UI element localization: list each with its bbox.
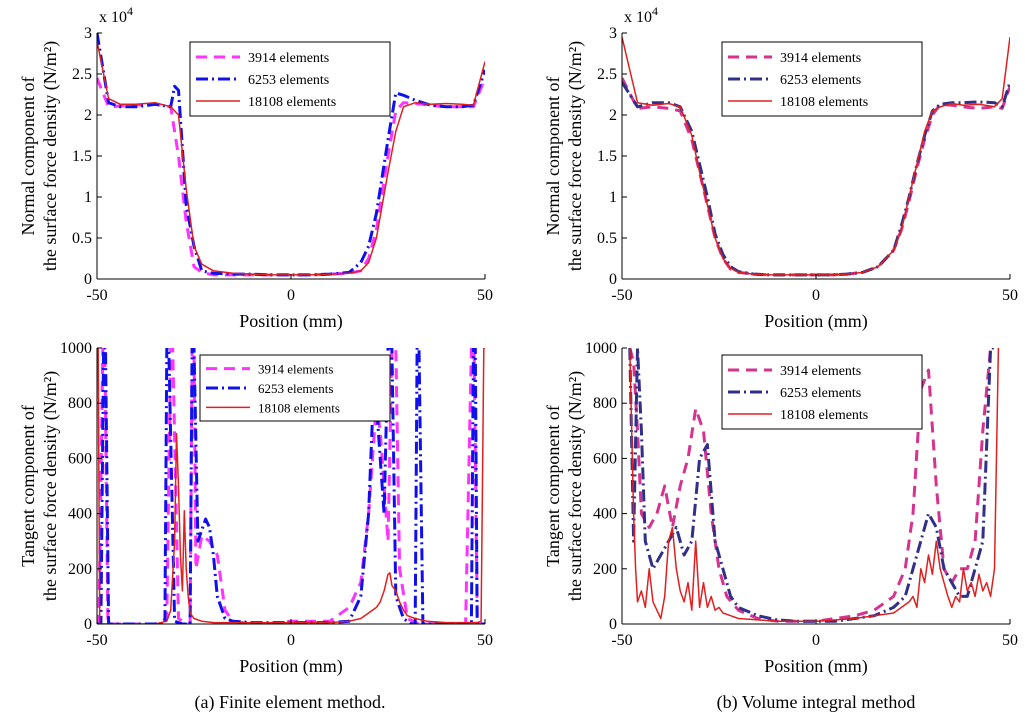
series-group bbox=[97, 33, 485, 277]
y-tick-label: 2.5 bbox=[72, 66, 92, 83]
exponent-power: 4 bbox=[127, 4, 133, 18]
series-group bbox=[97, 348, 485, 624]
series-line-18108-elements bbox=[622, 36, 1010, 276]
legend-label: 3914 elements bbox=[258, 362, 333, 377]
y-tick-label: 1000 bbox=[60, 340, 92, 357]
y-axis-label-line: the surface force density (N/m²) bbox=[40, 41, 61, 271]
legend-label: 18108 elements bbox=[258, 400, 340, 415]
y-axis-label: Tangent component of the surface force de… bbox=[18, 371, 61, 601]
legend: 3914 elements 6253 elements 18108 elements bbox=[199, 354, 391, 422]
legend-label: 6253 elements bbox=[780, 73, 861, 88]
legend-label: 18108 elements bbox=[248, 95, 336, 110]
x-tick-label: 50 bbox=[477, 632, 493, 649]
legend-label: 6253 elements bbox=[248, 73, 329, 88]
series-line-18108-elements bbox=[97, 348, 485, 624]
y-axis-label-line: the surface force density (N/m²) bbox=[565, 371, 586, 601]
x-axis-label: Position (mm) bbox=[239, 311, 343, 332]
y-axis-label: Normal component of the surface force den… bbox=[543, 41, 586, 271]
y-tick-label: 0 bbox=[609, 616, 617, 633]
y-axis-label-line: Tangent component of bbox=[543, 405, 563, 567]
x-tick-label: -50 bbox=[611, 632, 632, 649]
series-line-18108-elements bbox=[629, 348, 1000, 622]
y-axis-label-line: the surface force density (N/m²) bbox=[40, 371, 61, 601]
x-axis-label: Position (mm) bbox=[764, 311, 868, 332]
y-tick-label: 800 bbox=[593, 395, 617, 412]
y-tick-label: 1.5 bbox=[72, 148, 92, 165]
y-tick-label: 3 bbox=[84, 25, 92, 42]
x-tick-label: 50 bbox=[477, 287, 493, 304]
y-axis-label: Normal component of the surface force den… bbox=[18, 41, 61, 271]
x-tick-label: -50 bbox=[86, 632, 107, 649]
legend-label: 3914 elements bbox=[780, 51, 861, 66]
series-group bbox=[622, 36, 1010, 277]
y-tick-label: 1 bbox=[84, 189, 92, 206]
y-axis-label-line: the surface force density (N/m²) bbox=[565, 41, 586, 271]
x-tick-label: 0 bbox=[287, 287, 295, 304]
y-axis-label-line: Tangent component of bbox=[18, 405, 38, 567]
legend-label: 18108 elements bbox=[780, 95, 868, 110]
y-tick-label: 1 bbox=[609, 189, 617, 206]
legend-label: 18108 elements bbox=[780, 408, 868, 423]
legend: 3914 elements 6253 elements 18108 elements bbox=[721, 41, 923, 117]
x-tick-label: -50 bbox=[611, 287, 632, 304]
y-tick-label: 2 bbox=[84, 107, 92, 124]
exponent-label: x 104 bbox=[624, 4, 658, 26]
y-axis-label-line: Normal component of bbox=[543, 77, 563, 236]
y-tick-label: 1000 bbox=[585, 340, 617, 357]
y-tick-label: 3 bbox=[609, 25, 617, 42]
legend-label: 3914 elements bbox=[248, 51, 329, 66]
y-tick-label: 0 bbox=[84, 616, 92, 633]
y-tick-label: 800 bbox=[68, 395, 92, 412]
y-tick-label: 0 bbox=[609, 271, 617, 288]
exponent-power: 4 bbox=[652, 4, 658, 18]
y-tick-label: 0.5 bbox=[597, 230, 617, 247]
legend-label: 6253 elements bbox=[780, 386, 861, 401]
y-tick-label: 0 bbox=[84, 271, 92, 288]
legend-label: 3914 elements bbox=[780, 364, 861, 379]
y-tick-label: 400 bbox=[68, 506, 92, 523]
y-axis-label-line: Normal component of bbox=[18, 77, 38, 236]
caption-b: (b) Volume integral method bbox=[717, 692, 916, 713]
x-tick-label: 0 bbox=[812, 632, 820, 649]
x-axis-label: Position (mm) bbox=[239, 656, 343, 677]
legend: 3914 elements 6253 elements 18108 elements bbox=[721, 354, 923, 430]
series-group bbox=[628, 348, 1000, 623]
y-tick-label: 200 bbox=[68, 561, 92, 578]
x-tick-label: 0 bbox=[812, 287, 820, 304]
x-tick-label: 50 bbox=[1002, 632, 1018, 649]
y-tick-label: 600 bbox=[593, 450, 617, 467]
y-tick-label: 1.5 bbox=[597, 148, 617, 165]
x-tick-label: 50 bbox=[1002, 287, 1018, 304]
y-tick-label: 600 bbox=[68, 450, 92, 467]
x-tick-label: 0 bbox=[287, 632, 295, 649]
x-tick-label: -50 bbox=[86, 287, 107, 304]
legend: 3914 elements 6253 elements 18108 elements bbox=[189, 41, 391, 117]
y-tick-label: 2.5 bbox=[597, 66, 617, 83]
series-line-18108-elements bbox=[97, 41, 485, 276]
legend-label: 6253 elements bbox=[258, 381, 333, 396]
x-axis-label: Position (mm) bbox=[764, 656, 868, 677]
y-axis-label: Tangent component of the surface force de… bbox=[543, 371, 586, 601]
y-tick-label: 400 bbox=[593, 506, 617, 523]
exponent-label: x 104 bbox=[99, 4, 133, 26]
caption-a: (a) Finite element method. bbox=[195, 692, 386, 713]
series-line-6253-elements bbox=[97, 348, 485, 624]
series-line-3914-elements bbox=[97, 348, 485, 624]
y-tick-label: 0.5 bbox=[72, 230, 92, 247]
y-tick-label: 200 bbox=[593, 561, 617, 578]
y-tick-label: 2 bbox=[609, 107, 617, 124]
